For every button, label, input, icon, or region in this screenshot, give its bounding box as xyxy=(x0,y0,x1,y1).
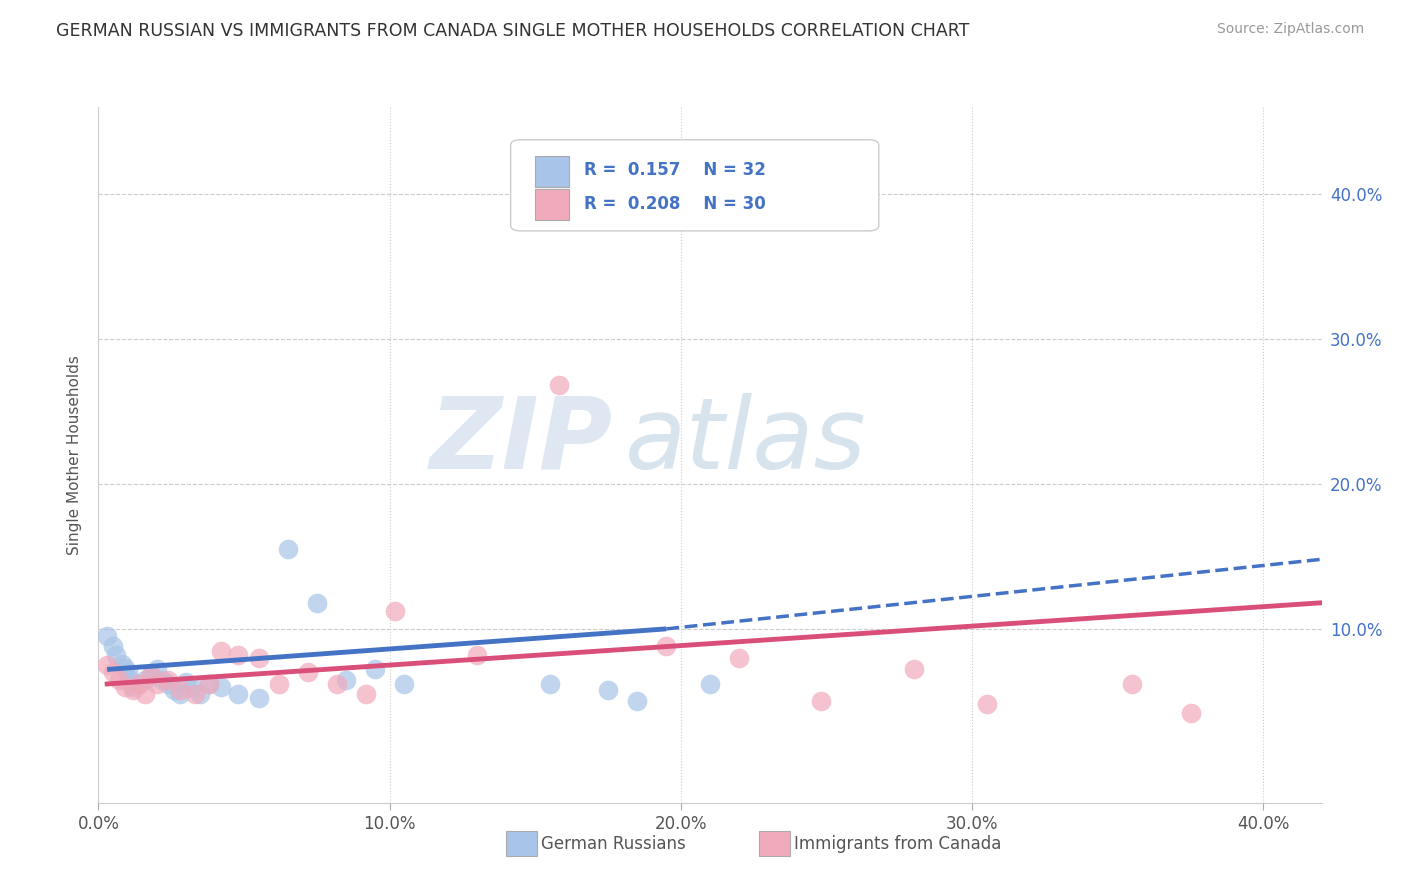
Point xyxy=(209,643,232,657)
FancyBboxPatch shape xyxy=(510,140,879,231)
Y-axis label: Single Mother Households: Single Mother Households xyxy=(67,355,83,555)
Point xyxy=(111,657,134,671)
Point xyxy=(1121,677,1143,691)
Text: atlas: atlas xyxy=(624,392,866,490)
Point xyxy=(356,687,378,701)
Text: R =  0.208    N = 30: R = 0.208 N = 30 xyxy=(583,194,766,213)
Point xyxy=(169,682,191,697)
Point xyxy=(114,661,136,675)
Point xyxy=(198,677,221,691)
Point xyxy=(903,662,925,677)
Point xyxy=(465,648,488,662)
Point xyxy=(209,680,232,694)
Point xyxy=(122,680,145,694)
Point xyxy=(163,682,186,697)
Text: Immigrants from Canada: Immigrants from Canada xyxy=(794,835,1001,853)
Point xyxy=(810,694,832,708)
FancyBboxPatch shape xyxy=(536,156,569,187)
Point xyxy=(128,677,150,691)
Point xyxy=(104,648,127,662)
Point xyxy=(626,694,648,708)
Point xyxy=(335,673,357,687)
Text: Source: ZipAtlas.com: Source: ZipAtlas.com xyxy=(1216,22,1364,37)
Text: ZIP: ZIP xyxy=(429,392,612,490)
Point xyxy=(976,698,998,712)
Point xyxy=(101,665,124,680)
Point xyxy=(152,673,174,687)
Point xyxy=(596,682,619,697)
Point xyxy=(226,648,249,662)
Point xyxy=(122,682,145,697)
Point xyxy=(198,677,221,691)
Point xyxy=(1180,706,1202,720)
Point xyxy=(728,651,751,665)
Point xyxy=(157,673,180,687)
Point xyxy=(120,673,142,687)
Point xyxy=(297,665,319,680)
Point xyxy=(134,673,156,687)
Point xyxy=(392,677,416,691)
Point xyxy=(117,665,139,680)
Point xyxy=(174,675,197,690)
Point xyxy=(267,677,290,691)
Point xyxy=(247,691,270,706)
Point xyxy=(96,629,118,643)
Point xyxy=(134,687,156,701)
Point xyxy=(305,596,328,610)
Point xyxy=(108,673,131,687)
Point xyxy=(139,668,162,682)
Point xyxy=(699,677,721,691)
Point xyxy=(139,668,162,682)
Text: GERMAN RUSSIAN VS IMMIGRANTS FROM CANADA SINGLE MOTHER HOUSEHOLDS CORRELATION CH: GERMAN RUSSIAN VS IMMIGRANTS FROM CANADA… xyxy=(56,22,970,40)
Point xyxy=(114,680,136,694)
Point xyxy=(364,662,387,677)
Point xyxy=(326,677,349,691)
Text: German Russians: German Russians xyxy=(541,835,686,853)
Point xyxy=(226,687,249,701)
Point xyxy=(96,658,118,673)
Point xyxy=(101,639,124,653)
Point xyxy=(547,378,569,392)
Point xyxy=(655,639,678,653)
Point xyxy=(188,687,212,701)
Point xyxy=(128,677,150,691)
Point xyxy=(538,677,561,691)
Point xyxy=(145,677,167,691)
Point xyxy=(180,680,202,694)
Text: R =  0.157    N = 32: R = 0.157 N = 32 xyxy=(583,161,766,179)
Point xyxy=(183,687,205,701)
Point xyxy=(169,687,191,701)
Point xyxy=(247,651,270,665)
Point xyxy=(157,677,180,691)
FancyBboxPatch shape xyxy=(536,189,569,220)
Point xyxy=(277,542,299,557)
Point xyxy=(384,605,406,619)
Point xyxy=(145,662,167,677)
